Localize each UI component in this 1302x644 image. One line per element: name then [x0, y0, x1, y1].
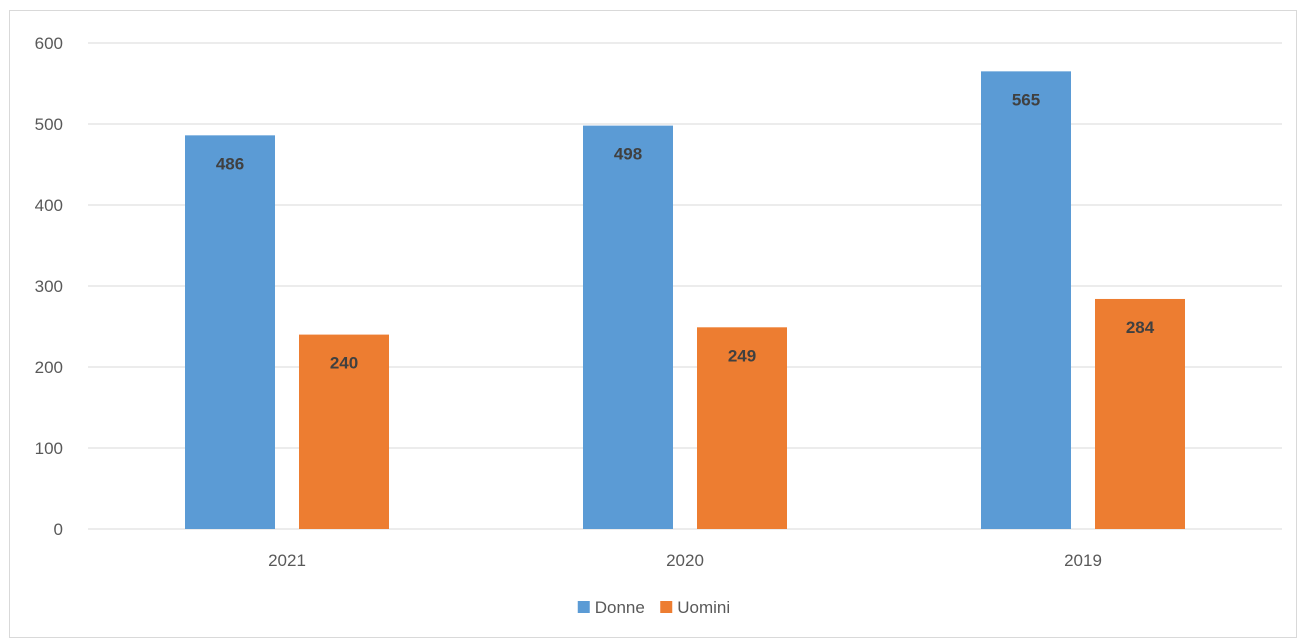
x-axis-ticks: 2021 2020 2019 [268, 551, 1102, 570]
data-label: 486 [216, 154, 244, 173]
y-tick-label: 500 [35, 115, 63, 134]
y-tick-label: 200 [35, 358, 63, 377]
bars [185, 71, 1185, 529]
legend: Donne Uomini [578, 598, 730, 617]
y-tick-label: 600 [35, 34, 63, 53]
bar-donne-2020 [583, 126, 673, 529]
data-label: 565 [1012, 90, 1040, 109]
bar-donne-2021 [185, 135, 275, 529]
y-tick-label: 300 [35, 277, 63, 296]
y-tick-label: 400 [35, 196, 63, 215]
data-label: 249 [728, 346, 756, 365]
legend-swatch-uomini [660, 601, 672, 613]
data-label: 284 [1126, 318, 1155, 337]
y-tick-label: 0 [54, 520, 63, 539]
x-tick-label: 2019 [1064, 551, 1102, 570]
data-label: 498 [614, 145, 642, 164]
x-tick-label: 2020 [666, 551, 704, 570]
legend-swatch-donne [578, 601, 590, 613]
x-tick-label: 2021 [268, 551, 306, 570]
y-axis-ticks: 0 100 200 300 400 500 600 [35, 34, 63, 539]
bar-donne-2019 [981, 71, 1071, 529]
legend-label-donne: Donne [595, 598, 645, 617]
legend-label-uomini: Uomini [677, 598, 730, 617]
y-tick-label: 100 [35, 439, 63, 458]
data-label: 240 [330, 354, 358, 373]
